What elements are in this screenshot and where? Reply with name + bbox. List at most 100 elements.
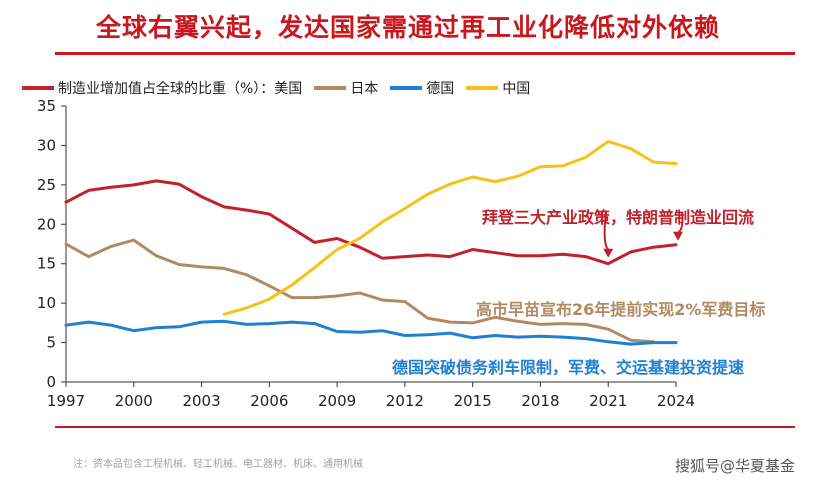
annotation-germany: 德国突破债务刹车限制，军费、交运基建投资提速 xyxy=(392,358,745,377)
y-tick-label: 0 xyxy=(46,373,56,391)
data-point-series-0 xyxy=(426,253,429,257)
data-point-series-2 xyxy=(539,335,542,338)
data-point-series-0 xyxy=(109,186,113,189)
data-point-series-1 xyxy=(403,300,407,303)
data-point-series-3 xyxy=(629,147,633,150)
legend-item-germany: 德国 xyxy=(390,78,454,98)
data-point-series-2 xyxy=(132,329,135,332)
data-point-series-0 xyxy=(64,201,68,204)
data-point-series-2 xyxy=(200,320,203,324)
data-point-series-1 xyxy=(64,242,68,246)
y-tick-label: 25 xyxy=(37,176,56,194)
data-point-series-1 xyxy=(155,254,158,258)
data-point-series-0 xyxy=(245,208,248,212)
data-point-series-1 xyxy=(561,322,565,325)
data-point-series-3 xyxy=(494,180,497,183)
y-tick-label: 30 xyxy=(37,136,56,154)
data-point-series-1 xyxy=(607,327,610,331)
data-point-series-2 xyxy=(177,325,181,328)
data-point-series-1 xyxy=(448,320,452,324)
data-point-series-2 xyxy=(109,324,113,327)
legend-item-us: 制造业增加值占全球的比重（%）：美国 xyxy=(22,78,302,98)
data-point-series-0 xyxy=(403,255,407,258)
y-tick-label: 10 xyxy=(37,294,56,312)
data-point-series-0 xyxy=(674,243,678,246)
legend-swatch-china xyxy=(466,86,499,90)
data-point-series-2 xyxy=(245,323,248,326)
legend-item-japan: 日本 xyxy=(314,78,378,98)
legend: 制造业增加值占全球的比重（%）：美国 日本 德国 中国 xyxy=(22,78,542,98)
data-point-series-1 xyxy=(245,273,248,276)
data-point-series-0 xyxy=(200,195,203,198)
data-point-series-3 xyxy=(448,182,452,186)
data-point-series-0 xyxy=(607,262,610,265)
data-point-series-2 xyxy=(494,334,497,337)
annotation-us: 拜登三大产业政策，特朗普制造业回流 xyxy=(482,208,755,227)
data-point-series-1 xyxy=(629,339,633,342)
data-point-series-0 xyxy=(290,227,294,230)
y-tick-label: 15 xyxy=(37,255,56,273)
y-tick-label: 20 xyxy=(37,215,56,233)
data-point-series-1 xyxy=(381,298,384,302)
data-point-series-3 xyxy=(335,248,339,251)
x-tick-label: 2015 xyxy=(454,392,492,410)
data-point-series-2 xyxy=(358,331,361,334)
x-tick-label: 2024 xyxy=(657,392,695,410)
data-point-series-0 xyxy=(494,251,497,254)
data-point-series-1 xyxy=(132,238,135,242)
data-point-series-2 xyxy=(290,320,294,324)
data-point-series-0 xyxy=(177,182,181,186)
data-point-series-3 xyxy=(245,306,248,310)
data-point-series-3 xyxy=(268,298,271,301)
legend-swatch-japan xyxy=(314,86,347,90)
annotation-arrowhead-us-2024 xyxy=(673,231,683,241)
y-tick-label: 5 xyxy=(46,334,56,352)
data-point-series-3 xyxy=(561,164,565,168)
data-point-series-3 xyxy=(358,237,361,240)
data-point-series-2 xyxy=(471,336,474,340)
data-point-series-2 xyxy=(403,334,407,337)
data-point-series-2 xyxy=(584,337,587,340)
data-point-series-0 xyxy=(381,256,384,260)
legend-label-japan: 日本 xyxy=(350,81,379,97)
y-tick-label: 35 xyxy=(37,97,56,115)
data-point-series-3 xyxy=(381,220,384,224)
data-point-series-3 xyxy=(403,207,407,210)
legend-label-germany: 德国 xyxy=(426,81,455,97)
data-point-series-1 xyxy=(335,294,339,298)
legend-label-china: 中国 xyxy=(502,81,531,97)
x-tick-label: 2006 xyxy=(250,392,288,410)
legend-swatch-us xyxy=(22,86,54,90)
annotation-arrowhead-us-2021 xyxy=(603,248,614,258)
data-point-series-0 xyxy=(358,245,361,249)
data-point-series-2 xyxy=(155,326,158,329)
data-point-series-0 xyxy=(471,248,474,251)
data-point-series-3 xyxy=(290,283,294,287)
data-point-series-2 xyxy=(516,335,520,339)
data-point-series-2 xyxy=(448,331,452,335)
data-point-series-0 xyxy=(335,237,339,240)
data-point-series-2 xyxy=(652,341,655,344)
data-point-series-1 xyxy=(494,316,497,319)
data-point-series-2 xyxy=(313,322,316,325)
data-point-series-2 xyxy=(381,329,384,332)
data-point-series-0 xyxy=(561,253,565,256)
headline-underline xyxy=(55,52,795,55)
series-line-0 xyxy=(64,179,678,266)
data-point-series-3 xyxy=(674,162,678,165)
watermark: 搜狐号@华夏基金 xyxy=(675,457,796,475)
data-point-series-0 xyxy=(539,254,542,258)
data-point-series-1 xyxy=(426,316,429,320)
data-point-series-0 xyxy=(87,189,90,192)
data-point-series-1 xyxy=(584,323,587,326)
data-point-series-3 xyxy=(584,156,587,159)
legend-swatch-germany xyxy=(390,86,423,90)
data-point-series-2 xyxy=(64,324,68,327)
data-point-series-3 xyxy=(516,174,520,178)
chart-headline: 全球右翼兴起，发达国家需通过再工业化降低对外依赖 xyxy=(95,13,720,42)
data-point-series-1 xyxy=(471,321,474,325)
data-point-series-2 xyxy=(268,322,271,325)
data-point-series-3 xyxy=(607,140,610,143)
data-point-series-1 xyxy=(87,255,90,258)
